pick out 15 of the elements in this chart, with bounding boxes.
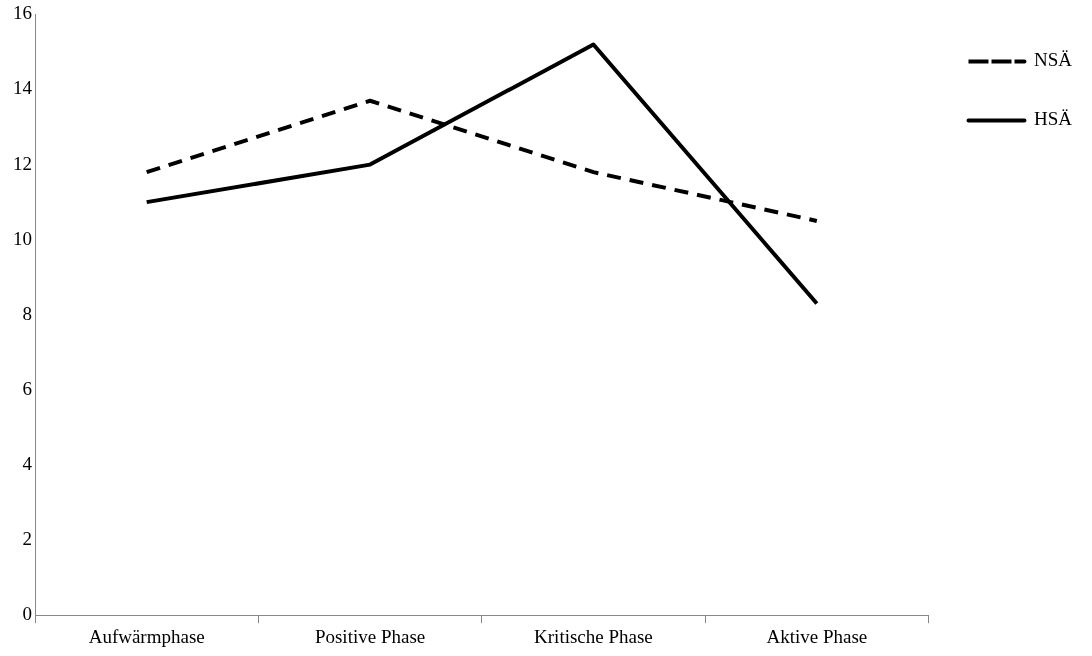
legend-label: HSÄ xyxy=(1033,108,1073,130)
legend-label: NSÄ xyxy=(1033,49,1073,71)
y-tick-label: 6 xyxy=(22,377,32,399)
y-tick-label: 0 xyxy=(22,603,32,625)
y-tick-label: 8 xyxy=(22,302,32,324)
y-tick-label: 12 xyxy=(13,152,32,174)
y-tick-label: 16 xyxy=(13,2,32,24)
y-tick-label: 14 xyxy=(13,77,33,99)
x-tick-label: Kritische Phase xyxy=(534,625,653,647)
x-tick-label: Aktive Phase xyxy=(766,625,868,647)
x-tick-label: Positive Phase xyxy=(314,625,426,647)
x-tick-label: Aufwärmphase xyxy=(88,625,205,647)
y-tick-label: 10 xyxy=(13,227,32,249)
y-tick-label: 2 xyxy=(22,528,32,550)
y-tick-label: 4 xyxy=(22,452,33,474)
